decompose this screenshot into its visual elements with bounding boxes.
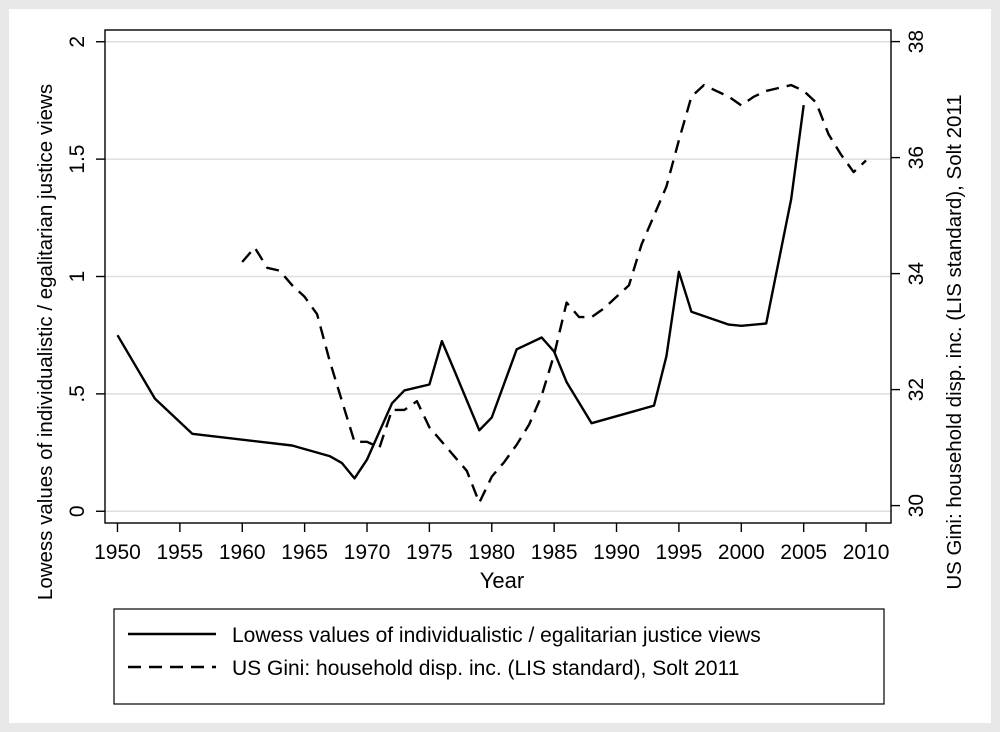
x-tick-label: 1980 [468, 541, 515, 564]
x-tick-label: 1965 [281, 541, 328, 564]
y-right-tick-label: 32 [905, 378, 928, 401]
series-line-gini [241, 83, 867, 504]
x-tick-label: 1990 [593, 541, 640, 564]
x-tick-label: 2005 [780, 541, 827, 564]
x-tick-label: 2010 [843, 541, 890, 564]
x-axis: 1950 1955 1960 1965 1970 1975 1980 1985 1990 1995… [94, 523, 889, 564]
y-axis-right-title: US Gini: household disp. inc. (LIS stand… [943, 94, 966, 589]
x-tick-label: 1985 [531, 541, 578, 564]
legend-box [113, 608, 885, 705]
y-left-tick-label: 1 [66, 271, 89, 283]
x-tick-label: 1975 [406, 541, 453, 564]
x-tick-label: 1970 [344, 541, 391, 564]
x-tick-label: 1950 [94, 541, 141, 564]
y-right-tick-label: 36 [905, 146, 928, 169]
series-line-justice-views [116, 104, 805, 480]
y-left-tick-label: 1.5 [66, 145, 89, 174]
legend: Lowess values of individualistic / egali… [113, 608, 885, 705]
y-axis-left: 0 .5 1 1.5 2 [66, 36, 105, 517]
x-tick-label: 1955 [156, 541, 203, 564]
x-axis-title: Year [480, 568, 524, 593]
y-left-tick-label: 2 [66, 36, 89, 48]
gridlines [105, 40, 891, 513]
y-right-tick-label: 38 [905, 30, 928, 53]
legend-label-gini: US Gini: household disp. inc. (LIS stand… [232, 657, 739, 680]
x-tick-label: 2000 [718, 541, 765, 564]
y-right-tick-label: 34 [905, 262, 928, 286]
y-left-tick-label: 0 [66, 505, 89, 517]
y-left-tick-label: .5 [66, 385, 89, 403]
legend-label-justice-views: Lowess values of individualistic / egali… [232, 624, 761, 647]
x-tick-label: 1995 [656, 541, 703, 564]
y-axis-left-title: Lowess values of individualistic / egali… [34, 84, 57, 600]
x-tick-label: 1960 [219, 541, 266, 564]
y-axis-right: 30 32 34 36 38 [891, 30, 928, 517]
y-right-tick-label: 30 [905, 494, 928, 517]
series-layer [116, 83, 867, 504]
